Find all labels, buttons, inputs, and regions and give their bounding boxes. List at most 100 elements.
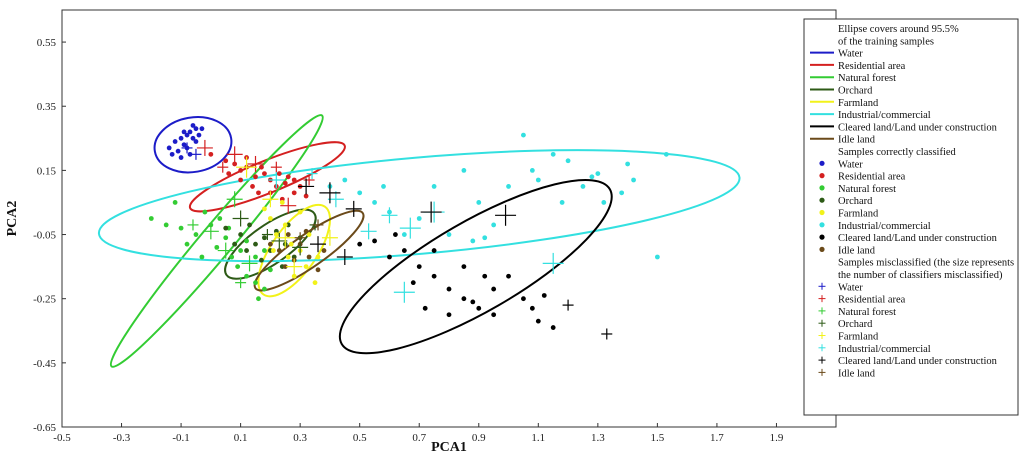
correct-sample-point — [259, 257, 264, 263]
correct-sample-point — [431, 248, 437, 253]
legend-plus-swatch — [818, 282, 826, 290]
legend-ellipse-header: Ellipse covers around 95.5% — [838, 24, 959, 35]
correct-sample-point — [229, 254, 235, 260]
correct-sample-point — [285, 232, 291, 237]
x-tick-label: 0.3 — [293, 432, 307, 444]
correct-sample-point — [315, 267, 321, 273]
correct-sample-point — [285, 174, 291, 180]
misclassified-sample-point — [274, 227, 296, 249]
axis-ticks: -0.5 -0.3 -0.1 0.1 0.3 0.5 0.7 0.9 1.1 1.3 1.5 1.7 1… — [33, 37, 784, 444]
misclassified-sample-point — [393, 281, 415, 303]
correct-sample-point — [446, 232, 452, 237]
misclassified-sample-point — [271, 232, 288, 249]
misclassified-sample-point — [294, 232, 306, 244]
legend-entry-label: Water — [838, 49, 863, 60]
legend-entry-label: Natural forest — [838, 73, 896, 84]
legend-entry-label: Farmland — [838, 98, 879, 109]
correct-sample-point — [291, 190, 297, 196]
correct-sample-point — [232, 241, 238, 247]
correct-sample-point — [244, 238, 249, 244]
correct-sample-point — [482, 235, 488, 241]
correct-sample-point — [273, 232, 279, 237]
legend-entry-label: Water — [838, 159, 863, 170]
correct-sample-point — [253, 280, 258, 286]
correct-sample-point — [178, 155, 184, 160]
correct-sample-point — [259, 164, 264, 170]
correct-sample-point — [238, 177, 244, 183]
correct-sample-point — [401, 248, 407, 253]
correct-sample-point — [559, 200, 565, 205]
legend-box — [803, 18, 1019, 416]
y-tick-label: 0.55 — [37, 37, 57, 49]
misclassified-sample-point — [232, 210, 249, 227]
correct-sample-point — [279, 200, 285, 205]
misclassified-sample-point — [236, 156, 258, 178]
correct-sample-point — [244, 273, 249, 279]
legend-entry-label: Natural forest — [838, 307, 896, 318]
correct-sample-point — [446, 286, 452, 292]
legend-entry-label: Idle land — [838, 368, 876, 379]
x-tick-label: 0.7 — [412, 432, 426, 444]
correct-sample-point — [172, 139, 178, 144]
misclassified-sample-point — [286, 258, 303, 275]
x-tick-label: -0.1 — [172, 432, 189, 444]
ellipse-3 — [224, 208, 317, 280]
correct-sample-point — [270, 248, 276, 253]
correct-sample-point — [291, 177, 297, 183]
legend-dot-swatch — [819, 185, 825, 191]
correct-sample-point — [470, 299, 476, 305]
misclassified-sample-point — [270, 161, 282, 173]
correct-sample-point — [181, 129, 187, 135]
correct-sample-point — [193, 126, 199, 132]
legend-ellipse-header-2: of the training samples — [838, 36, 934, 47]
correct-sample-point — [550, 325, 556, 330]
correct-sample-point — [262, 206, 267, 212]
misclassified-sample-point — [181, 142, 193, 154]
correct-sample-point — [253, 241, 258, 247]
correct-sample-point — [446, 312, 452, 318]
correct-sample-point — [276, 248, 282, 253]
x-tick-label: 1.3 — [591, 432, 605, 444]
correct-sample-point — [282, 180, 288, 186]
correct-sample-point — [357, 190, 363, 196]
ellipse-5 — [97, 149, 741, 263]
ellipse-2 — [109, 114, 324, 368]
correct-sample-point — [282, 264, 288, 270]
legend-dot-swatch — [819, 197, 825, 203]
legend-correct-header: Samples correctly classified — [838, 147, 957, 158]
legend-plus-swatch — [818, 307, 826, 315]
misclassified-sample-point — [345, 200, 362, 217]
misclassified-sample-point — [542, 252, 564, 274]
correct-sample-point — [482, 273, 488, 279]
correct-sample-point — [372, 238, 377, 244]
correct-sample-point — [303, 264, 309, 270]
correct-sample-point — [491, 286, 497, 292]
correct-sample-point — [253, 174, 258, 180]
plot-area — [61, 9, 837, 428]
legend-dot-swatch — [819, 234, 825, 240]
correct-sample-point — [491, 222, 497, 228]
correct-sample-point — [303, 193, 309, 199]
legend-entry-label: Natural forest — [838, 184, 896, 195]
correct-sample-point — [381, 184, 386, 189]
misclassified-sample-point — [312, 219, 324, 231]
correct-sample-point — [262, 171, 267, 176]
y-tick-label: -0.65 — [33, 422, 56, 434]
correct-sample-point — [631, 177, 636, 183]
correct-sample-point — [410, 280, 416, 286]
correct-sample-point — [217, 216, 223, 221]
correct-sample-point — [238, 248, 244, 253]
legend-entry-label: Farmland — [838, 209, 879, 220]
legend-entry-label: Cleared land/Land under construction — [838, 233, 998, 244]
x-tick-label: -0.3 — [113, 432, 131, 444]
correct-sample-point — [166, 145, 172, 151]
y-axis-label: PCA2 — [5, 201, 20, 237]
correct-sample-point — [619, 190, 625, 196]
legend-plus-swatch — [818, 319, 826, 327]
correct-sample-point — [529, 167, 535, 173]
correct-sample-point — [256, 190, 261, 196]
x-tick-label: 1.7 — [710, 432, 724, 444]
legend-entry-label: Water — [838, 282, 863, 293]
